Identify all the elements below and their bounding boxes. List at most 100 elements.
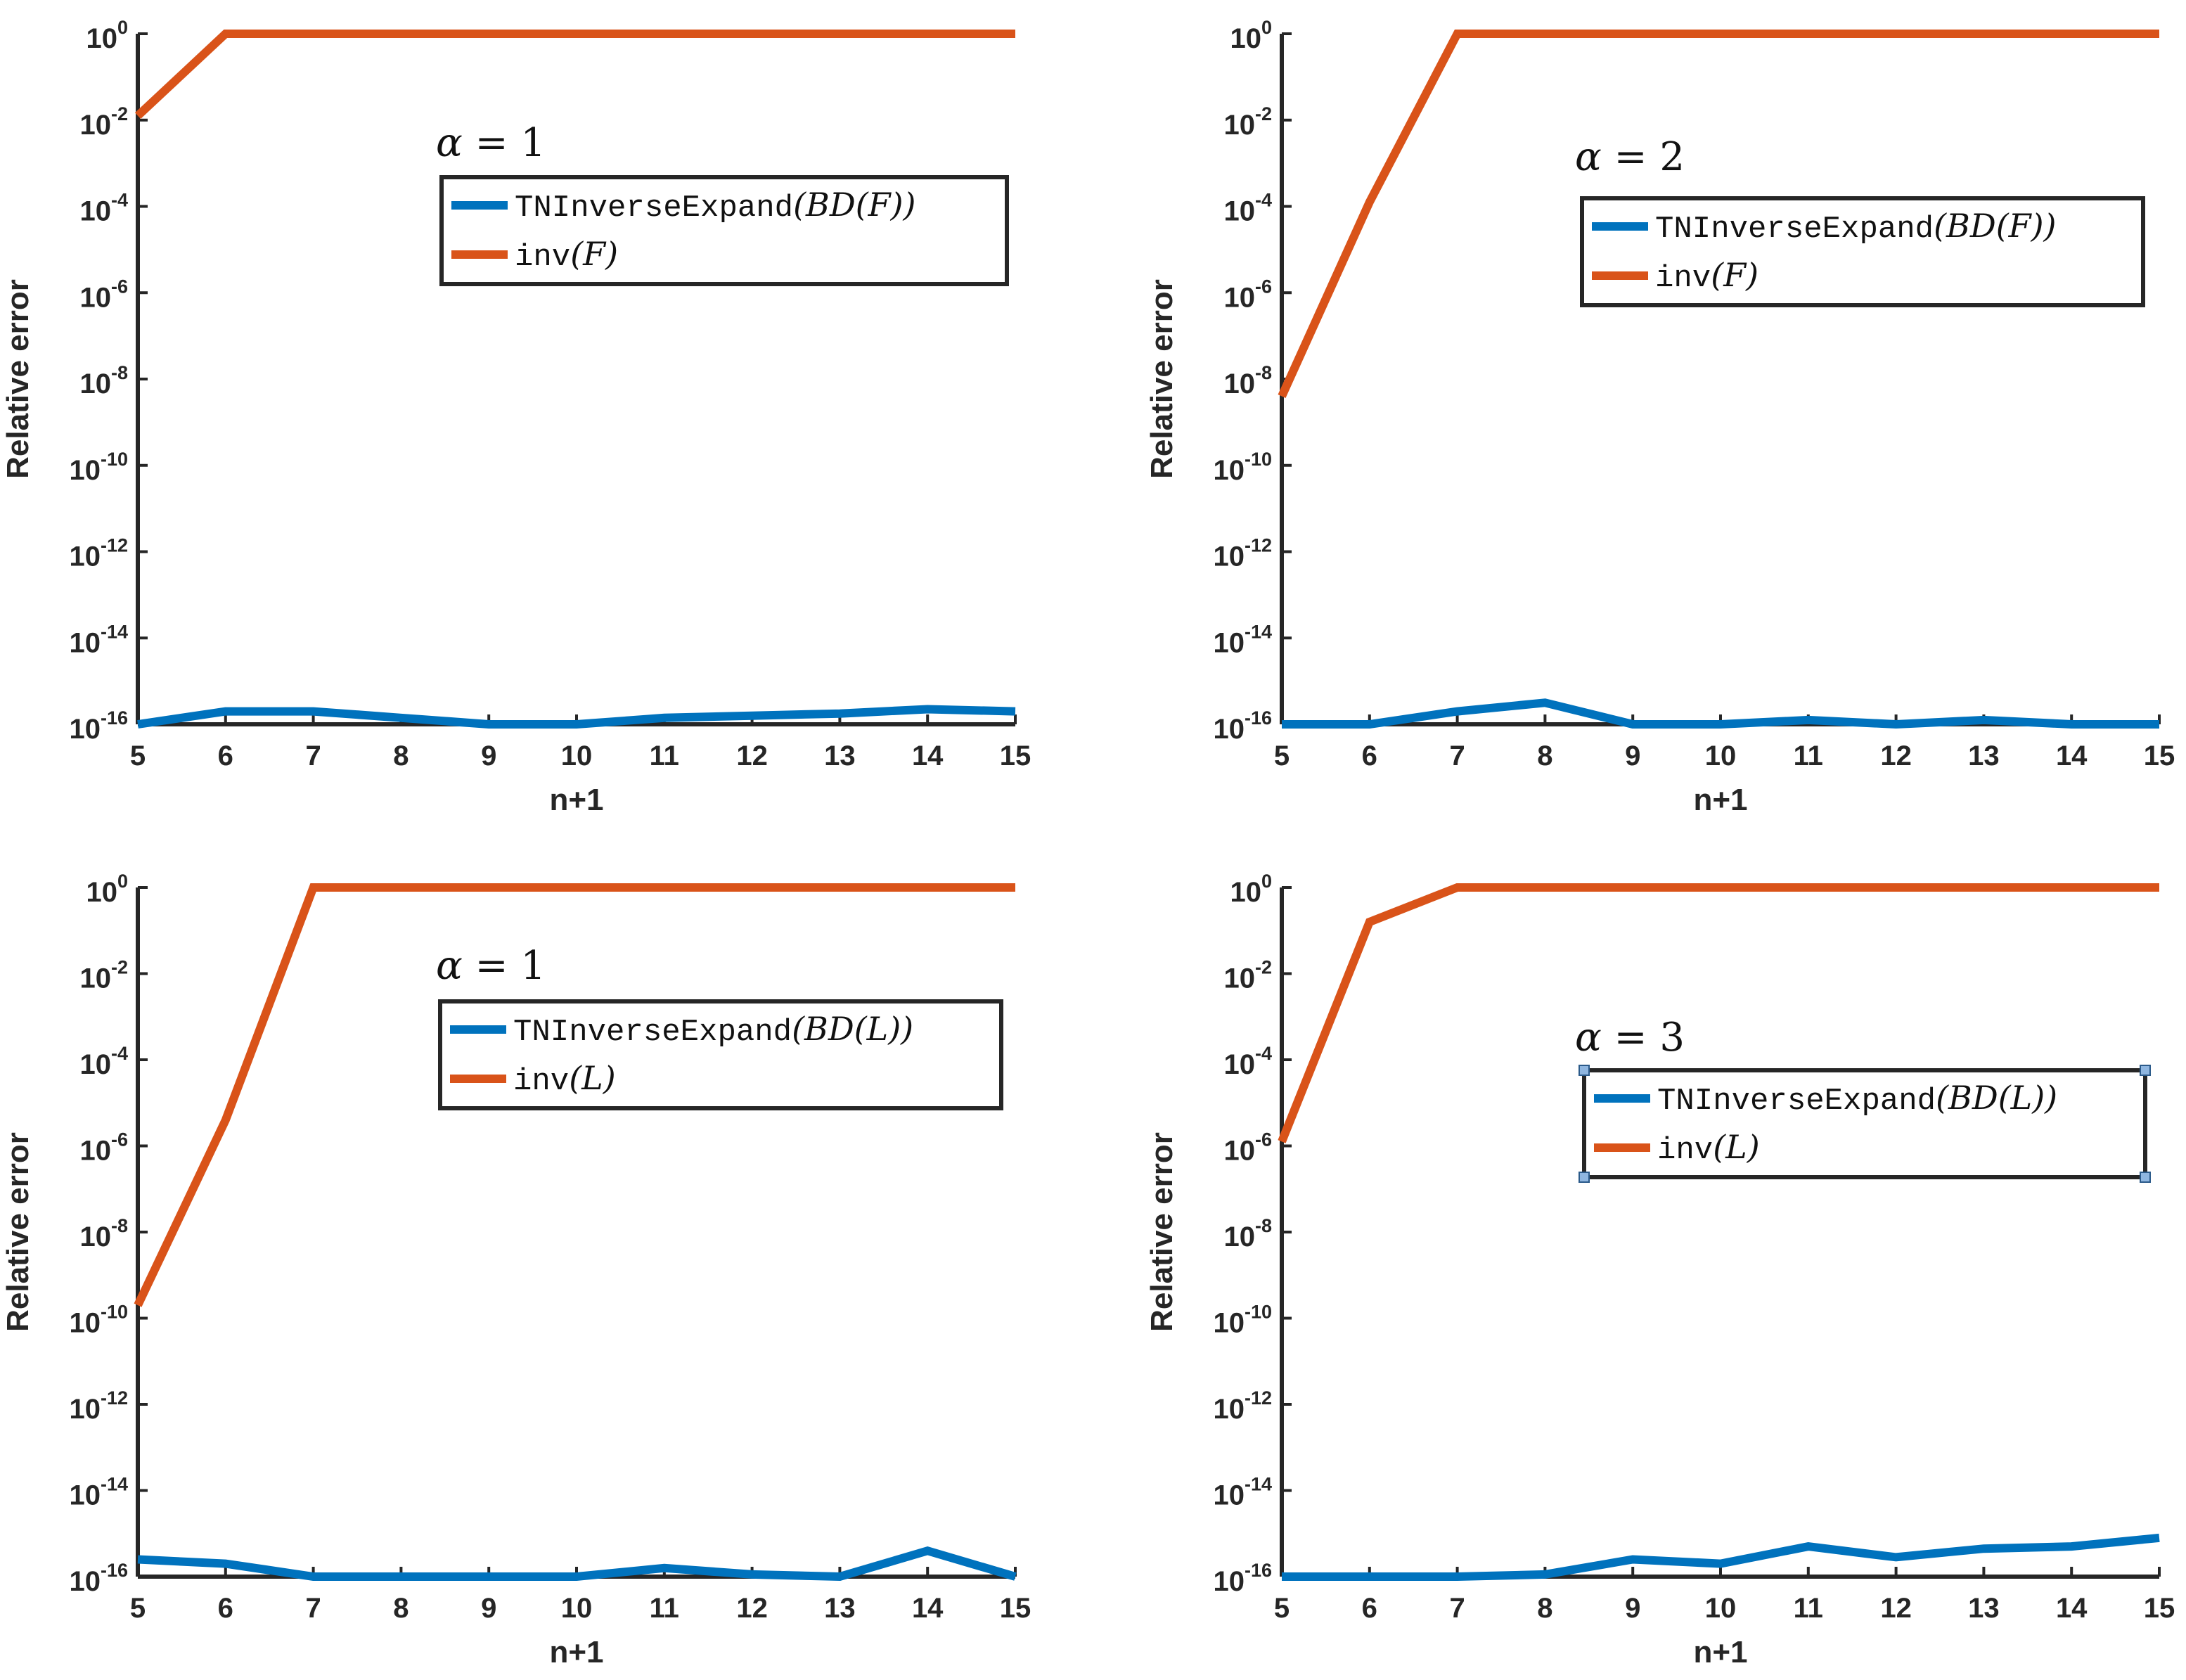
y-tick-label: 10-16 [69,707,128,745]
legend-entry-arg: (BD(F)) [1934,207,2056,245]
y-tick-base: 10 [1223,1136,1255,1167]
legend[interactable]: TNInverseExpand(BD(F)) inv(F) [439,175,1009,286]
y-tick-base: 10 [1223,368,1255,399]
selection-handle[interactable] [1579,1172,1590,1183]
y-tick-base: 10 [1223,1049,1255,1080]
selection-handle[interactable] [1579,1065,1590,1076]
y-axis-label: Relative error [1,279,35,479]
x-tick-label: 13 [824,740,856,771]
y-tick-label: 10-4 [79,1043,128,1080]
y-tick-label: 10-4 [1223,190,1272,227]
legend-entry-name: TNInverseExpand [515,191,793,226]
legend-entry-name: inv [515,240,570,275]
y-tick-exponent: -8 [111,362,128,383]
y-tick-label: 10-12 [69,535,128,572]
y-tick-base: 10 [1213,1566,1245,1597]
x-tick-label: 11 [650,1593,679,1624]
y-tick-exponent: -10 [101,1302,128,1323]
y-tick-base: 10 [1213,627,1245,658]
y-tick-label: 10-8 [79,1215,128,1252]
y-tick-label: 100 [1230,871,1272,908]
x-tick-label: 15 [1000,1593,1031,1624]
y-tick-label: 10-2 [79,103,128,141]
y-tick-label: 10-14 [69,621,128,658]
series-line-tninverseexpand [137,1546,1017,1582]
y-tick-label: 10-16 [69,1560,128,1597]
legend-entry-arg: (L) [1713,1128,1759,1166]
x-tick-label: 12 [1880,1593,1912,1624]
chart-panel-4: 5 6 7 8 9 10 11 12 13 14 1510010-210-410-610-810-1… [1145,871,2175,1669]
y-tick-exponent: -8 [111,1215,128,1236]
y-tick-label: 10-6 [1223,1129,1272,1167]
x-tick-label: 8 [1537,740,1552,771]
y-tick-exponent: -16 [1245,1560,1272,1581]
x-axis-label: n+1 [549,1635,603,1669]
alpha-annotation: α = 1 [436,120,546,166]
alpha-value: = 2 [1602,134,1685,180]
x-axis-label: n+1 [1693,783,1747,817]
legend-box [439,175,1009,286]
y-tick-exponent: -6 [111,1129,128,1150]
legend[interactable]: TNInverseExpand(BD(L)) inv(L) [1579,1065,2151,1183]
y-tick-exponent: -2 [111,957,128,978]
y-tick-base: 10 [1223,1221,1255,1252]
legend-entry: inv(F) [1655,256,1759,296]
x-axis-label: n+1 [1693,1635,1747,1669]
y-tick-exponent: 0 [1261,871,1272,892]
legend-entry-arg: (F) [1711,256,1759,294]
x-tick-label: 7 [305,740,321,771]
y-tick-base: 10 [1230,877,1261,908]
x-tick-label: 11 [650,740,679,771]
legend-box [1582,1068,2147,1179]
y-tick-exponent: -2 [1255,957,1272,978]
y-tick-label: 10-16 [1213,1560,1272,1597]
x-tick-label: 9 [1625,740,1640,771]
legend-box [438,999,1003,1110]
alpha-value: = 1 [463,120,546,166]
legend-entry-arg: (BD(L)) [1936,1079,2057,1117]
legend-entry-name: inv [1655,261,1711,296]
selection-handle[interactable] [2140,1172,2151,1183]
y-axis-label: Relative error [1145,1132,1179,1332]
y-tick-exponent: -4 [1255,1043,1272,1064]
y-tick-base: 10 [79,282,111,313]
series-line-tninverseexpand [137,705,1016,729]
y-tick-exponent: -14 [101,1474,128,1495]
y-tick-exponent: -6 [1255,276,1272,297]
y-tick-base: 10 [69,714,101,745]
x-tick-label: 15 [2144,1593,2175,1624]
y-tick-exponent: 0 [1261,17,1272,38]
y-tick-base: 10 [1223,963,1255,994]
series-line-inv [134,30,1015,119]
x-tick-label: 10 [561,1593,593,1624]
legend-entry-name: TNInverseExpand [513,1015,792,1050]
x-tick-label: 5 [130,740,146,771]
x-tick-label: 6 [218,1593,233,1624]
y-tick-exponent: -12 [101,535,128,556]
alpha-value: = 3 [1602,1015,1685,1060]
legend[interactable]: TNInverseExpand(BD(L)) inv(L) [438,999,1003,1110]
x-tick-label: 6 [218,740,233,771]
y-tick-label: 10-2 [1223,103,1272,141]
y-tick-exponent: -8 [1255,362,1272,383]
y-tick-base: 10 [1213,1480,1245,1511]
y-tick-base: 10 [1223,282,1255,313]
legend-entry: TNInverseExpand(BD(L)) [1657,1079,2057,1119]
y-tick-base: 10 [79,1049,111,1080]
alpha-annotation: α = 3 [1575,1015,1685,1060]
legend[interactable]: TNInverseExpand(BD(F)) inv(F) [1580,196,2145,307]
series-line-inv [1278,30,2159,398]
y-tick-exponent: -16 [1245,707,1272,729]
selection-handle[interactable] [2140,1065,2151,1076]
y-tick-exponent: 0 [117,871,128,892]
alpha-value: = 1 [463,943,546,989]
y-tick-base: 10 [86,877,117,908]
x-tick-label: 11 [1794,740,1823,771]
y-axis-label: Relative error [1,1132,35,1332]
x-tick-label: 13 [1968,1593,2000,1624]
alpha-symbol: α [1575,1015,1602,1060]
y-tick-label: 10-2 [1223,957,1272,994]
alpha-annotation: α = 1 [436,943,546,989]
y-tick-label: 10-16 [1213,707,1272,745]
chart-panel-3: 5 6 7 8 9 10 11 12 13 14 1510010-210-410-610-810-1… [1,871,1031,1669]
